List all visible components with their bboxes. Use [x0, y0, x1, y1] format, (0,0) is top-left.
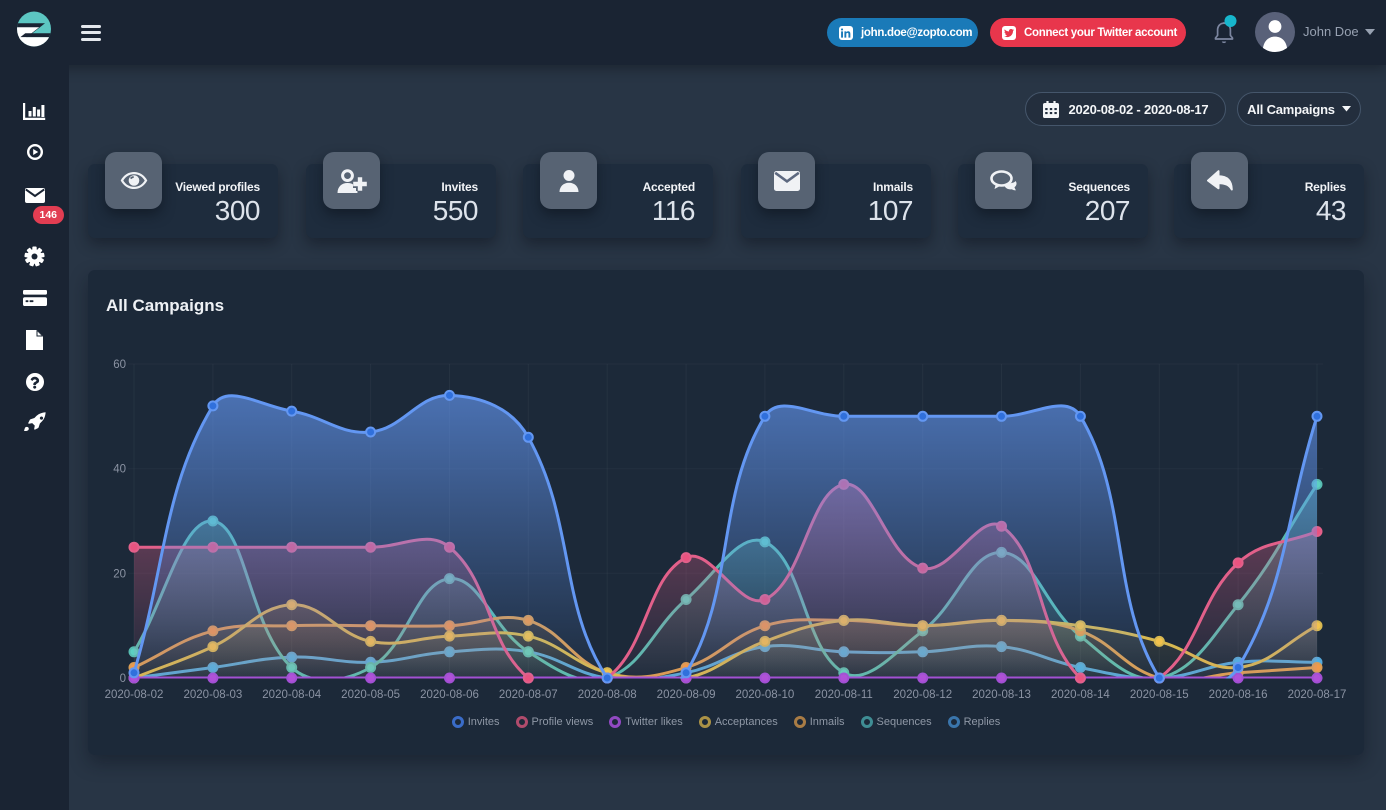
svg-text:2020-08-13: 2020-08-13: [972, 689, 1031, 701]
svg-text:2020-08-07: 2020-08-07: [499, 689, 558, 701]
svg-text:0: 0: [120, 673, 126, 685]
svg-text:2020-08-12: 2020-08-12: [893, 689, 952, 701]
svg-text:2020-08-10: 2020-08-10: [735, 689, 794, 701]
svg-text:2020-08-09: 2020-08-09: [657, 689, 716, 701]
svg-text:2020-08-02: 2020-08-02: [105, 689, 164, 701]
svg-text:20: 20: [113, 568, 126, 580]
svg-text:40: 40: [113, 464, 126, 476]
svg-text:60: 60: [113, 359, 126, 371]
svg-text:2020-08-11: 2020-08-11: [815, 689, 873, 701]
svg-text:2020-08-17: 2020-08-17: [1288, 689, 1347, 701]
svg-text:2020-08-14: 2020-08-14: [1051, 689, 1110, 701]
svg-text:2020-08-08: 2020-08-08: [578, 689, 637, 701]
svg-text:2020-08-04: 2020-08-04: [262, 689, 321, 701]
svg-text:2020-08-03: 2020-08-03: [183, 689, 242, 701]
svg-text:2020-08-15: 2020-08-15: [1130, 689, 1189, 701]
svg-text:2020-08-06: 2020-08-06: [420, 689, 479, 701]
svg-text:2020-08-16: 2020-08-16: [1209, 689, 1268, 701]
svg-text:2020-08-05: 2020-08-05: [341, 689, 400, 701]
